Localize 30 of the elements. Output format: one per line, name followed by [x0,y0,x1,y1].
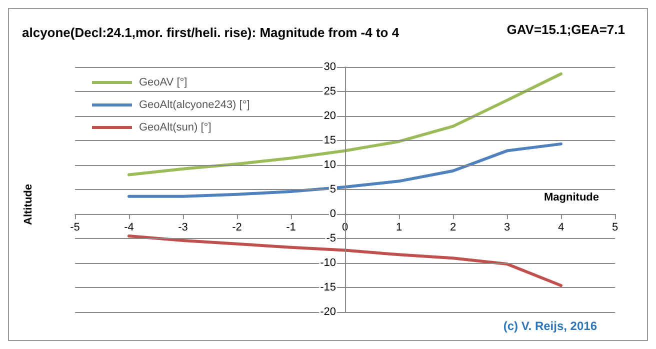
y-tick-label: -10 [320,257,336,269]
x-tick-label: -2 [232,222,242,234]
x-tick-label: 4 [558,222,564,234]
x-tick-label: 1 [396,222,402,234]
legend-label: GeoAV [°] [139,76,188,88]
x-tick-label: -5 [70,222,80,234]
legend-label: GeoAlt(alcyone243) [°] [139,99,250,111]
x-tick-label: 5 [612,222,618,234]
x-tick-label: 3 [504,222,510,234]
x-tick-label: 2 [450,222,456,234]
chart-title: alcyone(Decl:24.1,mor. first/heli. rise): Magnitude from -4 to 4 [22,25,400,40]
x-tick-label: -3 [178,222,188,234]
x-tick-label: -1 [286,222,296,234]
x-tick-label: -4 [124,222,134,234]
y-tick-label: 25 [324,86,336,98]
x-axis-title: Magnitude [544,192,600,204]
y-tick-label: 10 [324,159,336,171]
y-tick-label: 0 [330,208,336,220]
y-tick-label: -15 [320,282,336,294]
text: (c) V. Reijs, 2016 [503,319,598,333]
text: GAV=15.1;GEA=7.1 [506,22,625,37]
y-tick-label: -5 [326,232,336,244]
y-tick-label: 5 [330,184,336,196]
line-series [128,72,562,176]
y-axis-title: Altitude [22,184,34,225]
y-tick-label: -20 [320,306,336,318]
y-tick-label: 15 [324,134,336,146]
legend-label: GeoAlt(sun) [°] [139,122,212,134]
y-tick-label: 20 [324,110,336,122]
y-tick-label: 30 [324,61,336,73]
